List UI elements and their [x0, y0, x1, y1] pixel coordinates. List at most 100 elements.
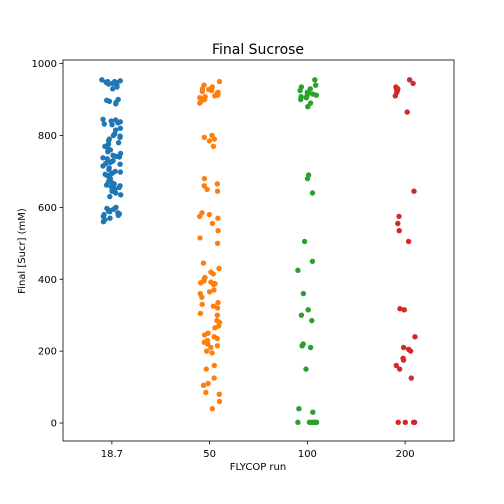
data-point [298, 312, 305, 318]
data-point [214, 188, 221, 194]
y-axis-label: Final [Sucr] (mM) [17, 208, 28, 294]
data-point [203, 389, 209, 396]
data-point [392, 93, 398, 99]
data-point [212, 325, 218, 331]
data-point [313, 419, 320, 425]
data-point [111, 78, 118, 85]
data-point [199, 294, 205, 300]
data-point [105, 81, 112, 87]
data-point [209, 406, 215, 412]
data-point [214, 312, 220, 318]
data-point [312, 77, 318, 83]
data-point [396, 213, 402, 220]
data-point [204, 348, 210, 354]
data-point [100, 116, 106, 123]
data-point [412, 334, 418, 340]
data-point [313, 82, 319, 88]
data-point [201, 332, 208, 338]
data-point [115, 120, 121, 126]
data-point [305, 307, 311, 313]
data-point [101, 121, 108, 127]
data-point [411, 188, 417, 194]
data-point [117, 161, 123, 167]
data-point [215, 299, 221, 306]
data-point [304, 175, 311, 182]
data-point [113, 190, 119, 196]
data-point [115, 212, 122, 218]
data-point [206, 289, 213, 295]
data-point [197, 213, 203, 220]
data-point [100, 155, 106, 161]
data-point [216, 78, 223, 85]
data-point [295, 267, 301, 273]
data-point [214, 181, 220, 187]
y-tick-label: 200 [38, 347, 57, 358]
data-point [109, 122, 115, 128]
data-point [99, 77, 105, 83]
data-point [395, 220, 401, 227]
data-point [216, 398, 223, 405]
data-point [211, 287, 217, 293]
y-tick-label: 400 [38, 275, 57, 286]
data-point [216, 391, 222, 397]
data-point [405, 238, 412, 245]
data-point [214, 335, 220, 342]
data-point [198, 280, 204, 286]
data-point [118, 192, 124, 198]
data-point [214, 343, 221, 349]
data-point [298, 96, 304, 103]
y-axis-ticks: 0 200 400 600 800 1000 [32, 59, 63, 430]
data-point [107, 193, 113, 200]
data-point [205, 341, 211, 347]
data-point [301, 238, 308, 245]
data-point [407, 348, 414, 354]
data-point [410, 419, 417, 425]
data-point [397, 366, 403, 372]
data-point [309, 190, 316, 196]
data-point [110, 86, 116, 92]
data-point [106, 166, 112, 173]
data-point [200, 382, 207, 388]
data-point [117, 169, 124, 175]
data-point [201, 134, 207, 140]
data-point [106, 98, 113, 105]
data-point [210, 143, 217, 149]
data-point [210, 303, 217, 309]
data-point [214, 240, 221, 246]
y-tick-label: 800 [38, 131, 57, 142]
data-point [103, 182, 110, 188]
data-point [113, 101, 119, 107]
data-point [206, 138, 213, 144]
data-point [406, 77, 413, 83]
data-point [297, 87, 303, 94]
data-point [393, 362, 399, 369]
data-point [211, 375, 217, 381]
data-point [199, 88, 206, 95]
data-point [100, 219, 107, 225]
data-point [300, 290, 307, 297]
chart-title: Final Sucrose [212, 42, 304, 58]
data-point [105, 149, 111, 155]
data-point [216, 265, 222, 272]
data-point [296, 406, 302, 412]
x-axis-label: FLYCOP run [230, 462, 286, 473]
data-point [203, 366, 209, 372]
data-point [309, 258, 316, 264]
data-point [100, 163, 106, 169]
data-point [197, 100, 203, 106]
x-tick-label: 18.7 [101, 449, 123, 460]
data-point [110, 132, 117, 139]
data-point [199, 301, 205, 308]
data-point [402, 419, 408, 425]
data-point [396, 228, 402, 234]
data-point [104, 156, 111, 162]
data-point [404, 109, 410, 115]
data-point [200, 260, 207, 266]
data-point [214, 305, 221, 311]
data-point [209, 220, 216, 227]
data-point [313, 92, 319, 98]
data-point [197, 235, 203, 241]
data-point [117, 134, 123, 140]
data-points [99, 77, 418, 425]
